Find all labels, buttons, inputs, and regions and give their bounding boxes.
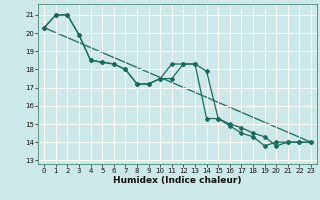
X-axis label: Humidex (Indice chaleur): Humidex (Indice chaleur) bbox=[113, 176, 242, 185]
